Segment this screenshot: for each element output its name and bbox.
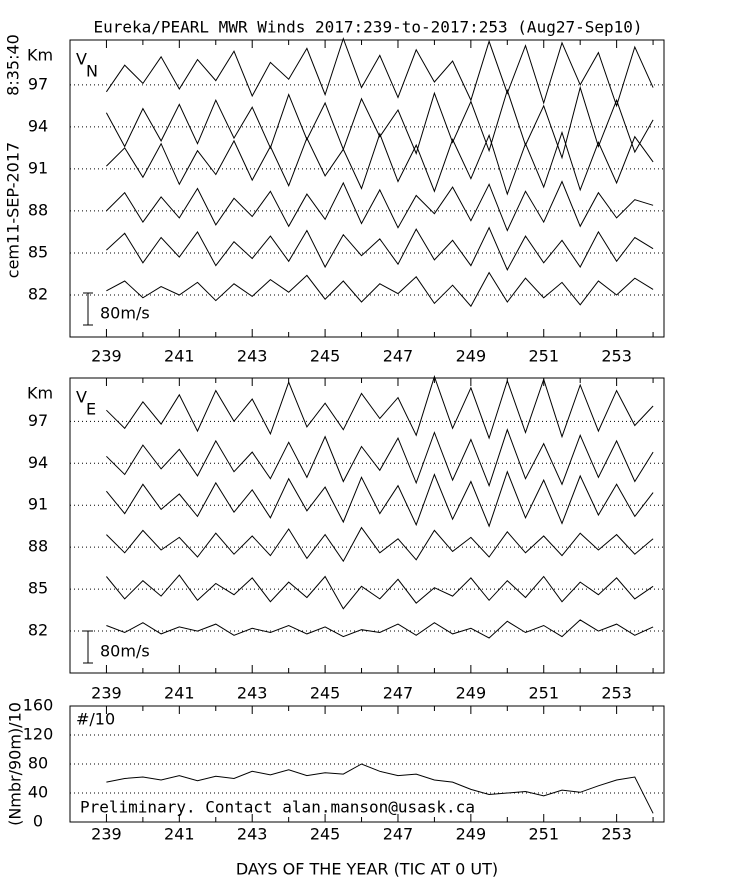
y-tick-label: 82	[28, 284, 48, 303]
data-line	[106, 619, 654, 639]
x-tick-label: 249	[456, 684, 487, 703]
scale-label: 80m/s	[100, 642, 150, 661]
y-tick-label: 91	[28, 158, 48, 177]
y-tick-label: 91	[28, 495, 48, 514]
y-tick-label: 97	[28, 411, 48, 430]
panel-subscript: E	[86, 400, 96, 419]
x-tick-label: 245	[310, 684, 341, 703]
x-tick-label: 251	[528, 347, 559, 366]
y-tick-label: 85	[28, 242, 48, 261]
data-line	[106, 763, 654, 814]
y-tick-label: 94	[28, 453, 48, 472]
y-tick-label: 40	[28, 783, 48, 802]
y-tick-label: 85	[28, 579, 48, 598]
annotation: Preliminary. Contact alan.manson@usask.c…	[80, 798, 475, 817]
y-tick-label: 82	[28, 621, 48, 640]
x-tick-label: 247	[383, 825, 414, 844]
x-tick-label: 253	[601, 684, 632, 703]
x-tick-label: 239	[91, 347, 122, 366]
side-time: 8:35:40	[4, 34, 23, 96]
x-tick-label: 251	[528, 684, 559, 703]
data-line	[106, 574, 654, 610]
y-tick-label: 160	[23, 696, 54, 715]
y-tick-label: 80	[28, 754, 48, 773]
plot-frame	[69, 377, 665, 674]
side-date: cem11-SEP-2017	[4, 142, 23, 278]
y-axis-label: (Nmbr/90m)/10	[6, 702, 25, 826]
data-line	[106, 470, 654, 528]
title: Eureka/PEARL MWR Winds 2017:239-to-2017:…	[93, 18, 642, 37]
data-line	[106, 130, 654, 196]
panel-label: V	[76, 50, 87, 69]
x-tick-label: 247	[383, 684, 414, 703]
x-tick-label: 247	[383, 347, 414, 366]
data-line	[105, 37, 654, 108]
x-tick-label: 249	[456, 825, 487, 844]
scale-label: 80m/s	[100, 304, 150, 323]
data-line	[106, 526, 654, 563]
data-line	[106, 375, 654, 440]
x-tick-label: 239	[91, 684, 122, 703]
x-tick-label: 243	[237, 347, 268, 366]
plot-frame	[69, 39, 665, 338]
x-tick-label: 245	[310, 825, 341, 844]
y-tick-label: 97	[28, 74, 48, 93]
x-tick-label: 239	[91, 825, 122, 844]
data-line	[106, 428, 654, 488]
x-tick-label: 253	[601, 347, 632, 366]
y-tick-label: 94	[28, 116, 48, 135]
x-tick-label: 241	[164, 825, 195, 844]
panel-label: V	[76, 388, 87, 407]
x-tick-label: 241	[164, 684, 195, 703]
data-line	[106, 180, 654, 232]
x-tick-label: 249	[456, 347, 487, 366]
panel-subscript: N	[86, 62, 98, 81]
x-axis-label: DAYS OF THE YEAR (TIC AT 0 UT)	[236, 860, 498, 878]
panel-label: #/10	[76, 710, 115, 729]
data-line	[106, 226, 654, 271]
y-tick-label: 0	[33, 812, 43, 831]
x-tick-label: 245	[310, 347, 341, 366]
data-line	[106, 271, 654, 308]
y-tick-label: 88	[28, 537, 48, 556]
unit-label: Km	[27, 46, 53, 65]
x-tick-label: 241	[164, 347, 195, 366]
x-tick-label: 243	[237, 825, 268, 844]
data-line	[105, 85, 654, 160]
y-tick-label: 88	[28, 200, 48, 219]
x-tick-label: 253	[601, 825, 632, 844]
unit-label: Km	[27, 384, 53, 403]
x-tick-label: 243	[237, 684, 268, 703]
y-tick-label: 120	[23, 725, 54, 744]
x-tick-label: 251	[528, 825, 559, 844]
